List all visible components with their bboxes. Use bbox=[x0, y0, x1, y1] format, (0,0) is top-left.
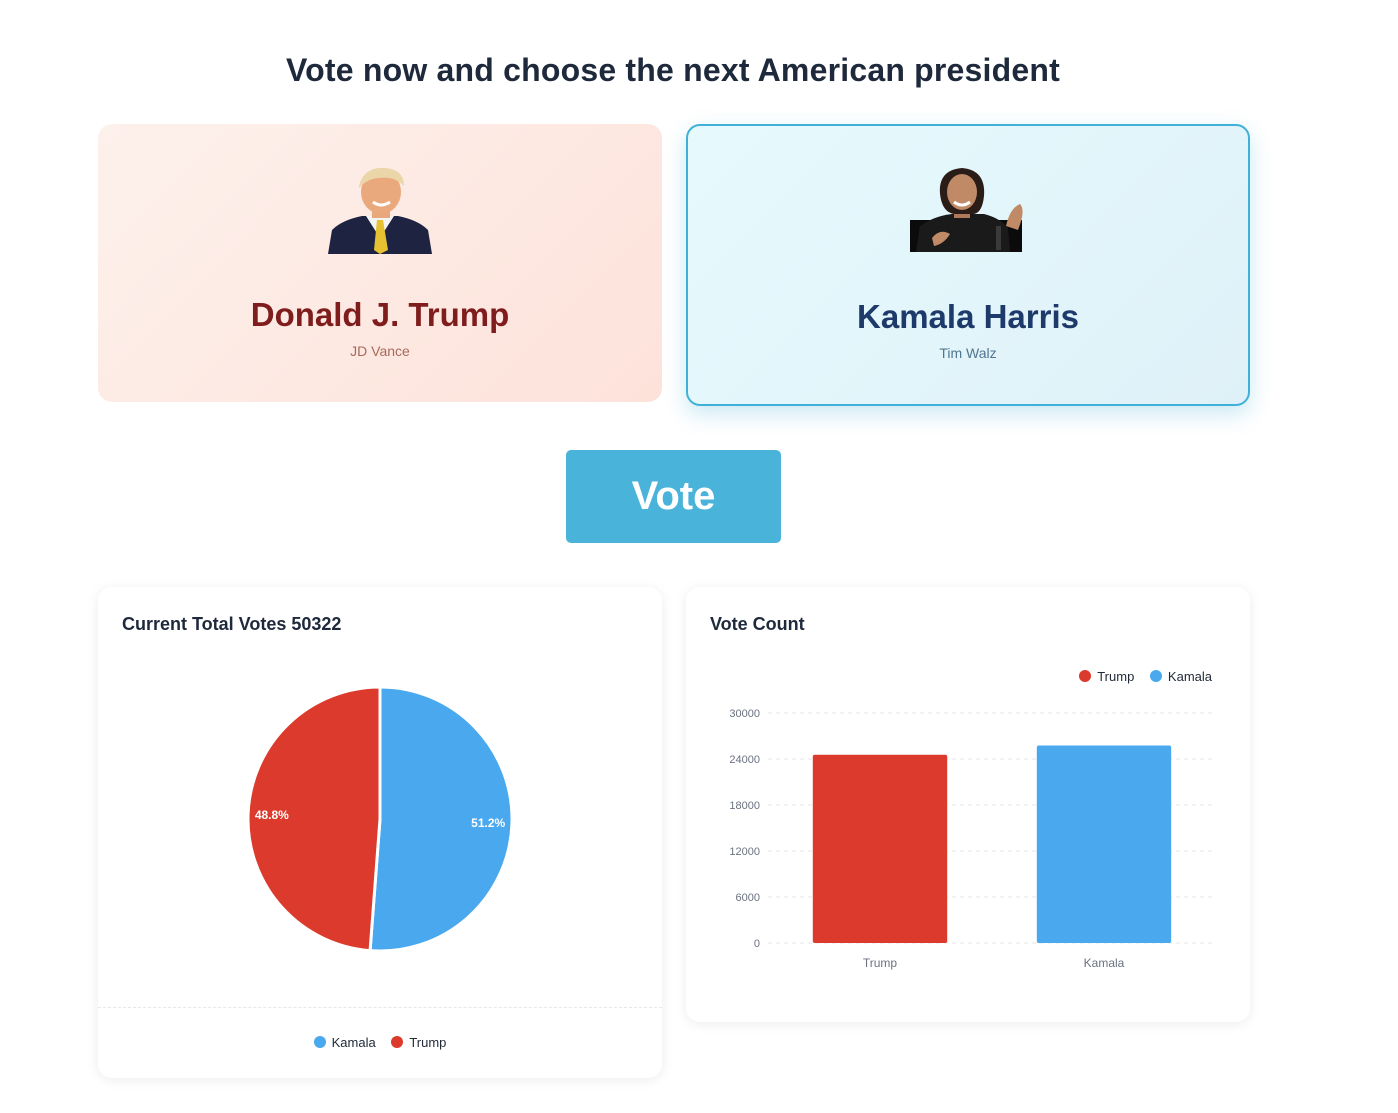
pie-slice-label: 48.8% bbox=[255, 808, 289, 822]
pie-slice-trump[interactable] bbox=[246, 685, 382, 953]
running-mate-name: Tim Walz bbox=[939, 345, 997, 361]
panel-title: Current Total Votes 50322 bbox=[122, 614, 342, 634]
vote-count-panel: Vote Count Trump Kamala 0 6000 12000 18000 2… bbox=[686, 587, 1250, 1022]
pie-slice-kamala[interactable] bbox=[368, 685, 514, 953]
legend-item-trump[interactable]: Trump bbox=[391, 1035, 446, 1050]
legend-dot bbox=[1079, 670, 1092, 682]
y-tick-label: 18000 bbox=[729, 800, 760, 812]
legend-label: Kamala bbox=[1167, 669, 1212, 684]
y-tick-label: 6000 bbox=[736, 892, 760, 904]
running-mate-name: JD Vance bbox=[350, 343, 410, 359]
bar-chart: 0 6000 12000 18000 24000 30000 Trump Kamala bbox=[729, 708, 1216, 970]
legend-item-kamala[interactable]: Kamala bbox=[1149, 669, 1212, 684]
bar-kamala[interactable] bbox=[1036, 745, 1172, 943]
legend-item-trump[interactable]: Trump bbox=[1079, 669, 1134, 684]
candidate-card-harris[interactable]: Kamala Harris Tim Walz bbox=[686, 124, 1250, 406]
pie-legend: Kamala Trump bbox=[98, 1035, 662, 1050]
legend-dot bbox=[391, 1036, 404, 1048]
x-tick-label: Trump bbox=[863, 956, 898, 970]
candidate-name: Donald J. Trump bbox=[250, 296, 510, 333]
pie-chart: 51.2% 48.8% bbox=[246, 685, 514, 953]
legend-label: Kamala bbox=[331, 1035, 376, 1050]
y-tick-label: 24000 bbox=[729, 754, 760, 766]
legend-item-kamala[interactable]: Kamala bbox=[313, 1035, 376, 1050]
total-votes-panel: Current Total Votes 50322 51.2% 48.8% Kam… bbox=[98, 587, 662, 1078]
y-tick-label: 30000 bbox=[729, 708, 760, 720]
panel-title: Vote Count bbox=[710, 614, 805, 634]
y-tick-label: 0 bbox=[754, 938, 760, 950]
vote-button[interactable]: Vote bbox=[566, 450, 781, 543]
trump-portrait bbox=[328, 167, 432, 254]
pie-slice-label: 51.2% bbox=[471, 816, 505, 830]
divider bbox=[98, 1007, 662, 1008]
legend-label: Trump bbox=[1097, 669, 1135, 684]
page-title: Vote now and choose the next American pr… bbox=[286, 52, 1060, 88]
harris-portrait bbox=[910, 168, 1023, 252]
bar-trump[interactable] bbox=[812, 754, 948, 943]
candidate-card-trump[interactable]: Donald J. Trump JD Vance bbox=[98, 124, 662, 402]
candidate-name: Kamala Harris bbox=[857, 298, 1079, 335]
legend-dot bbox=[313, 1036, 326, 1048]
y-tick-label: 12000 bbox=[729, 846, 760, 858]
legend-label: Trump bbox=[409, 1035, 447, 1050]
x-tick-label: Kamala bbox=[1084, 956, 1125, 970]
legend-dot bbox=[1149, 670, 1162, 682]
bar-legend: Trump Kamala bbox=[1073, 669, 1218, 684]
